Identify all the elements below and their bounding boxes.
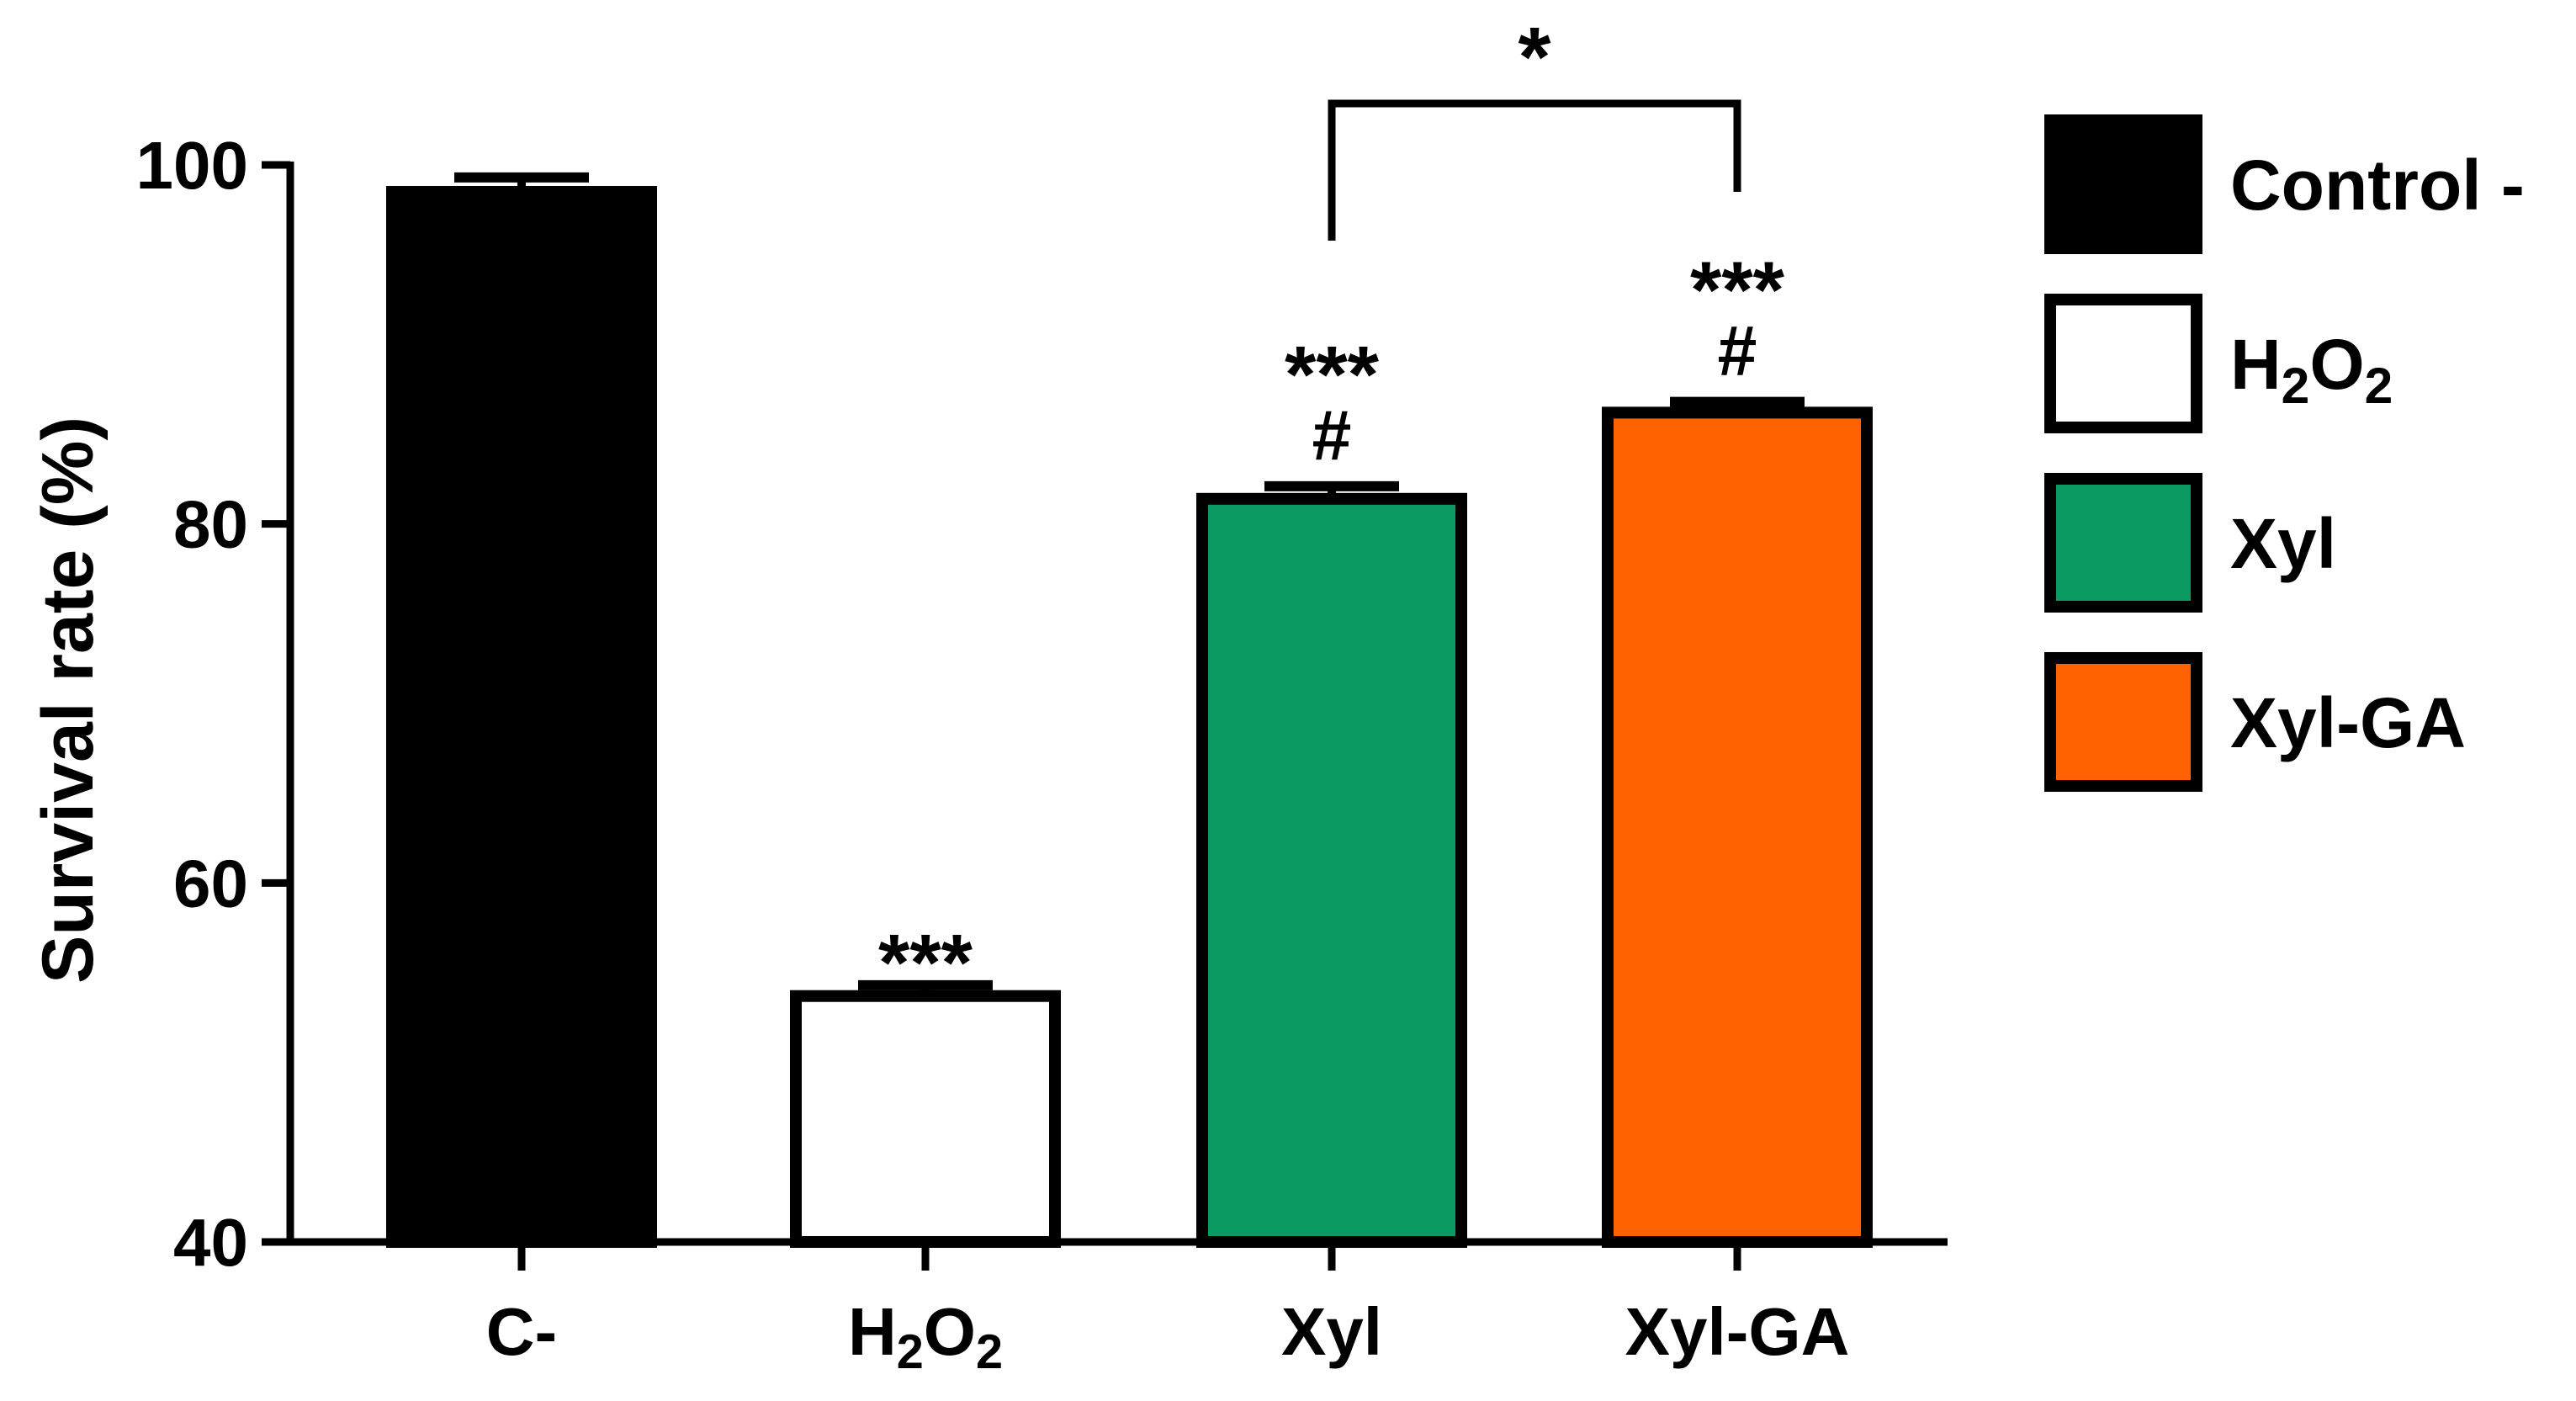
x-tick-label-part: 2 [897, 1325, 924, 1379]
x-tick-label-part: H [848, 1294, 897, 1369]
significance-label: *** [878, 918, 973, 1008]
significance-label: *** [1690, 246, 1785, 336]
x-tick-label-part: O [924, 1294, 976, 1369]
significance-label: # [1718, 311, 1757, 390]
legend-label-part: 2 [2365, 357, 2393, 414]
x-tick-label-part: Xyl-GA [1625, 1294, 1850, 1369]
x-tick-label: H2O2 [848, 1294, 1003, 1379]
y-tick-label: 100 [136, 128, 248, 203]
legend-label-part: Xyl-GA [2230, 683, 2466, 762]
legend-swatch [2044, 652, 2202, 792]
comparison-bracket [1328, 99, 1741, 241]
x-tick-label: Xyl [1281, 1294, 1382, 1369]
significance-label: # [1312, 395, 1352, 475]
legend-label-part: Xyl [2230, 504, 2336, 583]
legend-label: H2O2 [2230, 325, 2393, 414]
legend-label-part: Control - [2230, 146, 2525, 225]
y-axis-label: Survival rate (%) [28, 417, 109, 984]
legend-label: Xyl [2230, 504, 2336, 583]
x-tick-label-part: 2 [976, 1325, 1003, 1379]
legend-label-part: H [2230, 325, 2282, 404]
legend-swatch [2044, 294, 2202, 433]
x-tick-label: C- [486, 1294, 557, 1369]
x-tick-label-part: Xyl [1281, 1294, 1382, 1369]
y-tick-label: 80 [173, 487, 248, 562]
bar-H2O2 [790, 990, 1061, 1248]
bar-Xyl [1196, 492, 1467, 1248]
legend-label-part: O [2309, 325, 2364, 404]
significance-label: *** [1285, 330, 1380, 420]
legend-label-part: 2 [2282, 357, 2310, 414]
x-tick-label: Xyl-GA [1625, 1294, 1850, 1369]
x-tick-label-part: C- [486, 1294, 557, 1369]
legend-swatch [2044, 473, 2202, 613]
y-tick-label: 40 [173, 1205, 248, 1280]
legend-label: Xyl-GA [2230, 683, 2466, 762]
legend-swatch [2044, 114, 2202, 254]
bar-C- [386, 186, 657, 1248]
bar-Xyl-GA [1602, 406, 1873, 1248]
legend-label: Control - [2230, 146, 2525, 225]
comparison-label: * [1519, 10, 1551, 104]
y-tick-label: 60 [173, 846, 248, 921]
